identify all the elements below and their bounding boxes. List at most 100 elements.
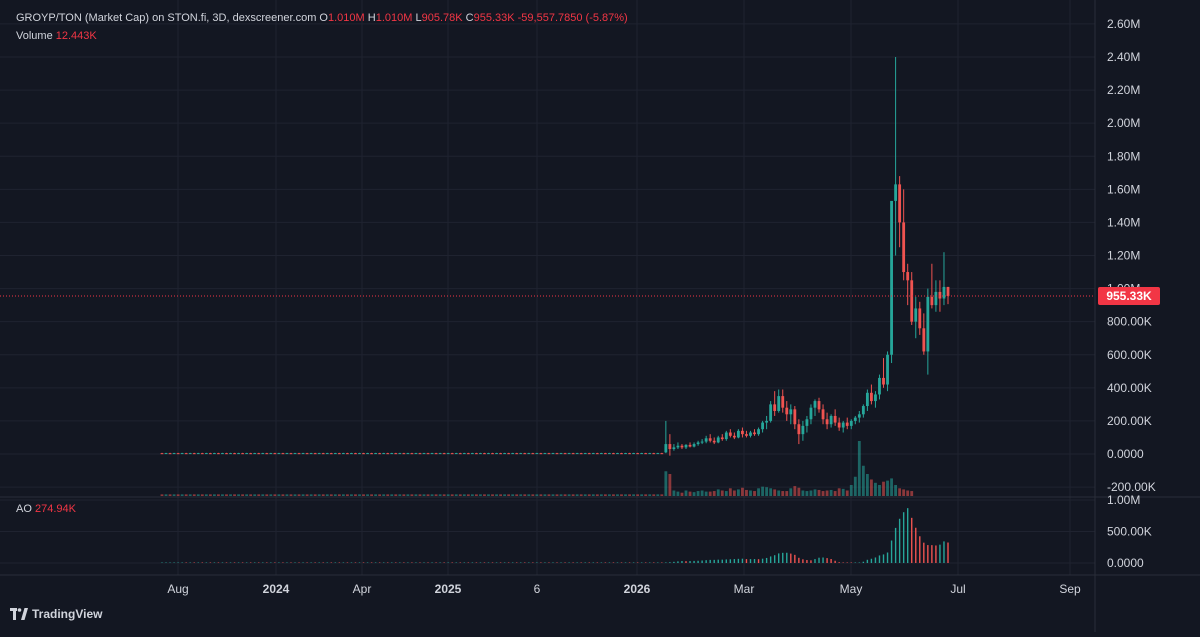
y-tick-label: 200.00K	[1107, 414, 1152, 428]
candle-body	[563, 453, 567, 455]
y-tick-label: 0.0000	[1107, 447, 1144, 461]
volume-bar	[249, 494, 253, 496]
volume-bar	[793, 486, 797, 496]
candle-body	[595, 453, 599, 455]
volume-bar	[237, 494, 240, 496]
volume-bar	[277, 494, 281, 496]
candle-body	[712, 440, 716, 443]
volume-bar	[221, 494, 224, 496]
volume-bar	[571, 494, 575, 496]
volume-value: 12.443K	[55, 30, 97, 42]
volume-bar	[870, 479, 873, 496]
candle-body	[184, 453, 188, 455]
x-tick-label: May	[840, 582, 863, 596]
candle-body	[732, 435, 736, 438]
candle-body	[212, 453, 216, 455]
candle-body	[176, 453, 180, 455]
volume-bar	[341, 494, 345, 496]
candle-body	[446, 453, 450, 455]
candle-body	[620, 453, 623, 455]
candle-body	[208, 453, 212, 455]
volume-bar	[817, 489, 821, 496]
candle-body	[777, 396, 781, 411]
volume-bar	[563, 494, 567, 496]
candle-body	[225, 453, 228, 455]
x-tick-label: 6	[534, 582, 541, 596]
candle-body	[757, 429, 760, 435]
candle-body	[164, 453, 168, 455]
volume-bar	[479, 494, 482, 496]
ao-label: AO	[16, 503, 32, 515]
candle-body	[906, 272, 910, 281]
volume-bar	[595, 494, 599, 496]
candle-body	[736, 430, 740, 438]
volume-bar	[599, 494, 603, 496]
volume-bar	[874, 482, 877, 496]
volume-bar	[910, 491, 914, 496]
volume-bar	[386, 494, 390, 496]
candle-body	[249, 453, 253, 455]
x-tick-label: Aug	[167, 582, 188, 596]
candle-body	[491, 453, 494, 455]
header-legend: GROYP/TON (Market Cap) on STON.fi, 3D, d…	[16, 12, 628, 24]
x-tick-label: Apr	[353, 582, 372, 596]
tradingview-logo-icon	[10, 608, 28, 620]
volume-bar	[442, 494, 446, 496]
volume-bar	[297, 494, 301, 496]
candle-body	[297, 453, 301, 455]
volume-bar	[285, 494, 289, 496]
volume-bar	[575, 494, 579, 496]
open-value: 1.010M	[327, 12, 365, 24]
candle-body	[741, 430, 744, 435]
candle-body	[882, 377, 885, 385]
volume-bar	[233, 494, 236, 496]
volume-bar	[325, 494, 329, 496]
candle-body	[628, 453, 631, 455]
volume-bar	[212, 494, 216, 496]
candle-body	[229, 453, 232, 455]
candle-body	[745, 434, 748, 436]
candle-body	[466, 453, 470, 455]
candle-body	[450, 453, 454, 455]
candle-body	[305, 453, 309, 455]
volume-bar	[612, 494, 615, 496]
candle-body	[874, 394, 877, 402]
candle-body	[487, 453, 490, 455]
candle-body	[390, 453, 394, 455]
candle-body	[656, 453, 660, 455]
candle-body	[265, 453, 269, 455]
volume-bar	[769, 488, 773, 496]
volume-bar	[567, 494, 571, 496]
volume-bar	[684, 490, 688, 496]
candle-body	[680, 445, 684, 448]
volume-bar	[245, 494, 249, 496]
candle-body	[523, 453, 527, 455]
candle-body	[664, 444, 668, 453]
volume-bar	[229, 494, 232, 496]
candle-body	[354, 453, 357, 455]
volume-bar	[293, 494, 297, 496]
volume-bar	[527, 494, 531, 496]
candle-body	[192, 453, 196, 455]
volume-bar	[180, 494, 184, 496]
candle-body	[861, 406, 865, 415]
candle-body	[870, 392, 873, 402]
volume-bar	[507, 494, 511, 496]
candle-body	[362, 453, 365, 455]
volume-bar	[458, 494, 462, 496]
candle-body	[495, 453, 498, 455]
candle-body	[430, 453, 434, 455]
candle-body	[414, 453, 418, 455]
candle-body	[749, 432, 752, 436]
candle-body	[253, 453, 257, 455]
candle-body	[515, 453, 519, 455]
volume-bar	[321, 494, 325, 496]
volume-bar	[366, 494, 369, 496]
volume-bar	[603, 494, 607, 496]
tradingview-brand[interactable]: TradingView	[10, 607, 102, 621]
volume-bar	[519, 494, 523, 496]
candle-body	[329, 453, 333, 455]
